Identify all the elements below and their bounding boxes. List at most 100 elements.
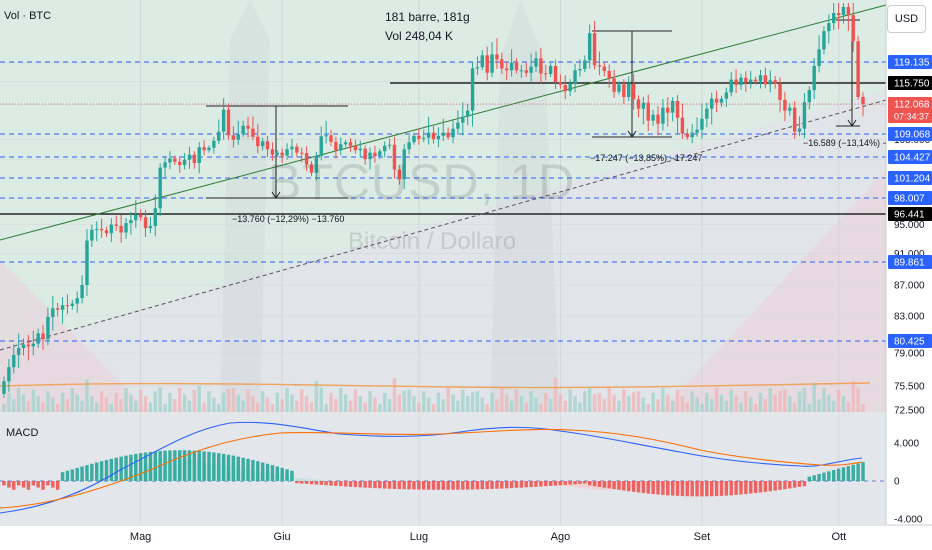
- volume-bar: [851, 381, 855, 412]
- volume-bar: [280, 399, 284, 412]
- macd-histogram-bar: [661, 481, 665, 495]
- candle-body: [16, 347, 21, 355]
- candle-body: [524, 70, 528, 73]
- macd-histogram-bar: [851, 464, 855, 481]
- volume-bar: [534, 397, 538, 412]
- macd-histogram-bar: [280, 467, 284, 481]
- volume-bar: [21, 394, 26, 412]
- macd-histogram-bar: [587, 481, 592, 486]
- candle-body: [382, 145, 387, 152]
- candle-body: [622, 84, 626, 97]
- candle-body: [788, 107, 792, 111]
- volume-bar: [368, 391, 372, 412]
- macd-histogram-bar: [700, 481, 704, 497]
- macd-histogram-bar: [656, 481, 660, 495]
- volume-bar: [861, 404, 865, 412]
- candle-body: [685, 133, 690, 138]
- candle-body: [256, 136, 260, 147]
- candle-body: [724, 92, 729, 99]
- macd-histogram-bar: [641, 481, 646, 494]
- volume-bar: [387, 399, 392, 412]
- macd-histogram-bar: [422, 481, 426, 490]
- volume-bar: [563, 400, 567, 412]
- price-level-tag: [888, 97, 932, 123]
- candle-body: [812, 65, 816, 91]
- volume-bar: [749, 397, 753, 412]
- candle-body: [763, 75, 768, 85]
- volume-bar: [646, 404, 650, 412]
- volume-bar: [221, 392, 226, 412]
- volume-ma-line: [0, 382, 871, 389]
- volume-bar: [729, 389, 733, 412]
- volume-bar: [519, 396, 524, 412]
- candle-body: [509, 62, 514, 71]
- measure-tool-1[interactable]: [206, 105, 348, 199]
- candle-body: [99, 228, 104, 231]
- price-level-value: 101.204: [894, 174, 931, 185]
- chart-info: 181 barre, 181g Vol 248,04 K: [385, 8, 470, 46]
- volume-bar: [548, 399, 553, 412]
- volume-bar: [192, 389, 197, 412]
- candle-body: [412, 135, 416, 143]
- volume-bar: [343, 394, 348, 412]
- candle-body: [422, 137, 426, 139]
- volume-bar: [373, 397, 377, 412]
- volume-bar: [763, 399, 768, 412]
- volume-bar: [841, 396, 846, 412]
- candle-body: [55, 308, 60, 310]
- candle-body: [661, 107, 665, 124]
- macd-histogram-bar: [451, 481, 455, 490]
- candle-body: [783, 99, 787, 111]
- candle-body: [592, 33, 597, 66]
- volume-bar: [465, 396, 470, 412]
- volume-bar: [539, 404, 543, 412]
- volume-bar: [329, 392, 333, 412]
- volume-bar: [256, 402, 260, 412]
- macd-histogram-bar: [490, 481, 494, 489]
- macd-histogram-bar: [402, 481, 406, 490]
- candle-body: [797, 128, 802, 132]
- macd-histogram-bar: [207, 451, 211, 481]
- macd-histogram-bar: [16, 481, 21, 486]
- symbol-label[interactable]: Vol · BTC: [4, 10, 52, 22]
- macd-label[interactable]: MACD: [6, 427, 39, 439]
- volume-bar: [700, 404, 704, 412]
- volume-bar: [739, 402, 743, 412]
- macd-histogram-bar: [407, 481, 411, 490]
- candle-body: [104, 230, 109, 234]
- volume-bar: [675, 389, 680, 412]
- volume-bar: [514, 389, 519, 412]
- candle-body: [802, 102, 807, 129]
- volume-bar: [719, 394, 724, 412]
- candle-body: [378, 151, 382, 157]
- macd-histogram-bar: [763, 481, 768, 492]
- macd-histogram-bar: [378, 481, 382, 489]
- macd-histogram-bar: [749, 481, 753, 494]
- macd-histogram-bar: [46, 481, 50, 486]
- price-level-value: 104.427: [894, 153, 931, 164]
- macd-histogram-bar: [134, 453, 138, 481]
- volume-bar: [309, 402, 314, 412]
- macd-histogram-bar: [446, 481, 450, 490]
- volume-bar: [202, 402, 206, 412]
- currency-button[interactable]: USD: [887, 5, 926, 33]
- bull-zone-shading: [0, 0, 886, 350]
- measure-label-2: −17.247 (−13,85%) −17.247: [590, 153, 703, 163]
- volume-bar: [358, 396, 362, 412]
- macd-histogram-bar: [480, 481, 485, 490]
- candle-body: [275, 152, 280, 155]
- macd-histogram-bar: [734, 481, 738, 495]
- macd-histogram-bar: [646, 481, 650, 494]
- candle-body: [470, 68, 475, 111]
- macd-histogram-bar: [226, 454, 231, 481]
- macd-histogram-bar: [695, 481, 699, 497]
- macd-histogram-bar: [788, 481, 792, 489]
- candle-body: [734, 79, 738, 85]
- candle-body: [348, 142, 353, 146]
- volume-bar: [363, 402, 367, 412]
- candle-body: [12, 354, 16, 368]
- macd-histogram-bar: [202, 451, 206, 481]
- macd-histogram-bar: [514, 481, 519, 488]
